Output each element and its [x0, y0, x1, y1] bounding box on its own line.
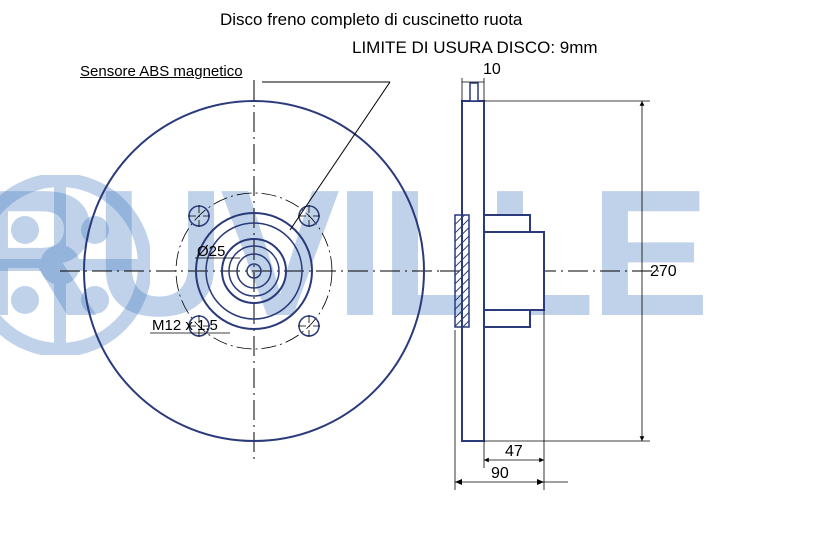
thread-label: M12 x 1.5	[152, 317, 218, 334]
dim-total-width: 90	[491, 465, 509, 482]
dim-thickness: 10	[483, 61, 501, 78]
technical-drawing: Ø25 M12 x 1.5	[0, 0, 814, 520]
side-view: 10 270 47 90	[440, 61, 677, 490]
diameter-label: Ø25	[197, 243, 225, 260]
front-view: Ø25 M12 x 1.5	[60, 80, 450, 460]
dim-hub-width: 47	[505, 443, 523, 460]
dim-outer-dia: 270	[650, 263, 677, 280]
